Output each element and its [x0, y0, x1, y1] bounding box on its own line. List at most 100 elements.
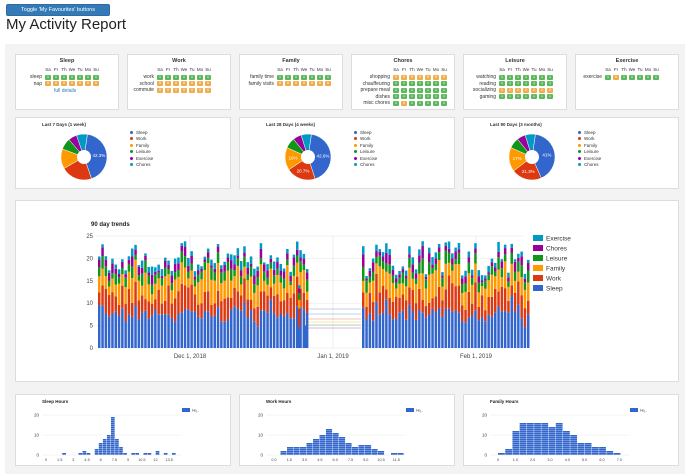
activity-toggle-cell[interactable]: 1 — [507, 94, 513, 99]
activity-toggle-cell[interactable]: 1 — [507, 81, 513, 86]
activity-toggle-cell[interactable]: 0 — [165, 87, 171, 93]
activity-toggle-cell[interactable]: 1 — [393, 94, 399, 99]
activity-toggle-cell[interactable]: 1 — [61, 74, 67, 80]
activity-toggle-cell[interactable]: 1 — [165, 74, 171, 80]
activity-toggle-cell[interactable]: 1 — [499, 94, 505, 99]
activity-toggle-cell[interactable]: 1 — [69, 74, 75, 80]
activity-toggle-cell[interactable]: 0 — [189, 87, 195, 93]
activity-toggle-cell[interactable]: 0 — [205, 87, 211, 93]
activity-toggle-cell[interactable]: 1 — [441, 94, 447, 99]
activity-toggle-cell[interactable]: 1 — [277, 74, 283, 80]
activity-toggle-cell[interactable]: 1 — [409, 100, 415, 106]
activity-toggle-cell[interactable]: 1 — [653, 74, 659, 80]
activity-toggle-cell[interactable]: 1 — [309, 74, 315, 80]
activity-toggle-cell[interactable]: 1 — [539, 94, 545, 99]
activity-toggle-cell[interactable]: 1 — [425, 94, 431, 99]
activity-toggle-cell[interactable]: 1 — [417, 87, 423, 93]
activity-toggle-cell[interactable]: 1 — [293, 74, 299, 80]
activity-toggle-cell[interactable]: 0 — [77, 81, 83, 86]
activity-toggle-cell[interactable]: 0 — [539, 87, 545, 93]
activity-toggle-cell[interactable]: 1 — [409, 81, 415, 86]
activity-toggle-cell[interactable]: 0 — [531, 87, 537, 93]
activity-toggle-cell[interactable]: 0 — [165, 81, 171, 86]
activity-toggle-cell[interactable]: 0 — [157, 81, 163, 86]
activity-toggle-cell[interactable]: 1 — [425, 81, 431, 86]
activity-toggle-cell[interactable]: 1 — [285, 74, 291, 80]
activity-toggle-cell[interactable]: 0 — [507, 87, 513, 93]
activity-toggle-cell[interactable]: 0 — [433, 74, 439, 80]
activity-toggle-cell[interactable]: 1 — [401, 94, 407, 99]
activity-toggle-cell[interactable]: 0 — [189, 81, 195, 86]
activity-toggle-cell[interactable]: 0 — [441, 74, 447, 80]
activity-toggle-cell[interactable]: 1 — [637, 74, 643, 80]
activity-toggle-cell[interactable]: 1 — [523, 81, 529, 86]
activity-toggle-cell[interactable]: 0 — [613, 74, 619, 80]
activity-toggle-cell[interactable]: 1 — [441, 87, 447, 93]
activity-toggle-cell[interactable]: 0 — [277, 81, 283, 86]
activity-toggle-cell[interactable]: 0 — [317, 81, 323, 86]
activity-toggle-cell[interactable]: 1 — [393, 81, 399, 86]
activity-toggle-cell[interactable]: 1 — [629, 74, 635, 80]
activity-toggle-cell[interactable]: 1 — [325, 74, 331, 80]
activity-toggle-cell[interactable]: 0 — [285, 81, 291, 86]
activity-toggle-cell[interactable]: 0 — [53, 81, 59, 86]
activity-toggle-cell[interactable]: 0 — [93, 81, 99, 86]
activity-toggle-cell[interactable]: 0 — [515, 87, 521, 93]
toggle-favourites-button[interactable]: Toggle 'My Favourites' buttons — [6, 4, 110, 16]
activity-toggle-cell[interactable]: 0 — [173, 87, 179, 93]
activity-toggle-cell[interactable]: 1 — [401, 87, 407, 93]
activity-toggle-cell[interactable]: 1 — [401, 81, 407, 86]
activity-toggle-cell[interactable]: 0 — [197, 81, 203, 86]
activity-toggle-cell[interactable]: 1 — [441, 100, 447, 106]
activity-toggle-cell[interactable]: 1 — [53, 74, 59, 80]
activity-toggle-cell[interactable]: 1 — [417, 100, 423, 106]
activity-toggle-cell[interactable]: 1 — [425, 87, 431, 93]
activity-toggle-cell[interactable]: 0 — [401, 100, 407, 106]
activity-toggle-cell[interactable]: 0 — [425, 74, 431, 80]
activity-toggle-cell[interactable]: 0 — [409, 74, 415, 80]
activity-toggle-cell[interactable]: 1 — [181, 74, 187, 80]
activity-toggle-cell[interactable]: 1 — [433, 100, 439, 106]
activity-toggle-cell[interactable]: 1 — [433, 81, 439, 86]
activity-toggle-cell[interactable]: 1 — [507, 74, 513, 80]
activity-toggle-cell[interactable]: 0 — [61, 81, 67, 86]
activity-toggle-cell[interactable]: 1 — [425, 100, 431, 106]
activity-toggle-cell[interactable]: 0 — [309, 81, 315, 86]
activity-toggle-cell[interactable]: 0 — [205, 81, 211, 86]
activity-toggle-cell[interactable]: 1 — [531, 74, 537, 80]
activity-toggle-cell[interactable]: 1 — [539, 81, 545, 86]
activity-toggle-cell[interactable]: 0 — [325, 81, 331, 86]
activity-toggle-cell[interactable]: 1 — [539, 74, 545, 80]
activity-toggle-cell[interactable]: 1 — [393, 100, 399, 106]
activity-toggle-cell[interactable]: 0 — [547, 87, 553, 93]
activity-toggle-cell[interactable]: 0 — [157, 87, 163, 93]
activity-toggle-cell[interactable]: 1 — [515, 74, 521, 80]
activity-toggle-cell[interactable]: 1 — [205, 74, 211, 80]
activity-toggle-cell[interactable]: 1 — [45, 74, 51, 80]
activity-toggle-cell[interactable]: 0 — [69, 81, 75, 86]
activity-toggle-cell[interactable]: 0 — [45, 81, 51, 86]
activity-toggle-cell[interactable]: 0 — [401, 74, 407, 80]
activity-toggle-cell[interactable]: 1 — [547, 74, 553, 80]
activity-toggle-cell[interactable]: 0 — [181, 81, 187, 86]
activity-toggle-cell[interactable]: 1 — [189, 74, 195, 80]
activity-toggle-cell[interactable]: 1 — [515, 81, 521, 86]
activity-toggle-cell[interactable]: 1 — [605, 74, 611, 80]
activity-toggle-cell[interactable]: 1 — [547, 81, 553, 86]
activity-toggle-cell[interactable]: 1 — [621, 74, 627, 80]
activity-toggle-cell[interactable]: 1 — [157, 74, 163, 80]
full-details-link[interactable]: full details — [54, 88, 77, 94]
activity-toggle-cell[interactable]: 1 — [417, 81, 423, 86]
activity-toggle-cell[interactable]: 0 — [417, 74, 423, 80]
activity-toggle-cell[interactable]: 0 — [499, 87, 505, 93]
activity-toggle-cell[interactable]: 1 — [173, 74, 179, 80]
activity-toggle-cell[interactable]: 1 — [77, 74, 83, 80]
activity-toggle-cell[interactable]: 0 — [393, 74, 399, 80]
activity-toggle-cell[interactable]: 1 — [523, 74, 529, 80]
activity-toggle-cell[interactable]: 1 — [93, 74, 99, 80]
activity-toggle-cell[interactable]: 1 — [515, 94, 521, 99]
activity-toggle-cell[interactable]: 1 — [645, 74, 651, 80]
activity-toggle-cell[interactable]: 1 — [531, 94, 537, 99]
activity-toggle-cell[interactable]: 1 — [499, 74, 505, 80]
activity-toggle-cell[interactable]: 1 — [317, 74, 323, 80]
